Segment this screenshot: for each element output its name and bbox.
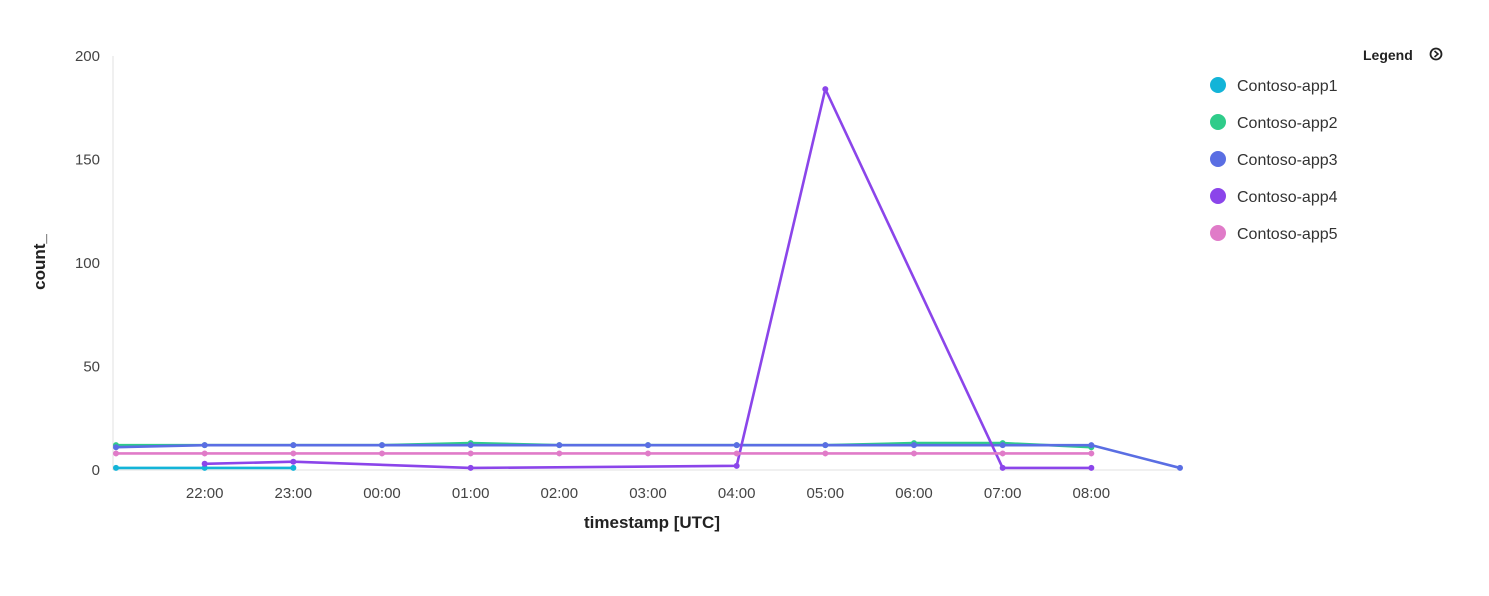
series-layer [113, 86, 1183, 471]
data-point[interactable] [556, 450, 563, 457]
data-point[interactable] [467, 442, 474, 449]
x-tick-label: 06:00 [895, 485, 933, 502]
legend-label: Contoso-app2 [1237, 115, 1338, 132]
series-line[interactable] [115, 443, 1181, 470]
data-point[interactable] [1088, 442, 1095, 449]
data-point[interactable] [733, 442, 740, 449]
data-point[interactable] [733, 462, 740, 469]
data-point[interactable] [467, 464, 474, 471]
data-point[interactable] [113, 444, 119, 451]
y-tick-label: 150 [75, 152, 100, 169]
data-point[interactable] [290, 450, 297, 457]
data-point[interactable] [911, 450, 917, 457]
legend-item[interactable]: Contoso-app1 [1210, 77, 1338, 95]
x-tick-label: 07:00 [984, 485, 1022, 502]
x-tick-label: 01:00 [452, 485, 490, 502]
legend-item[interactable]: Contoso-app5 [1210, 225, 1338, 243]
legend-swatch [1210, 77, 1226, 93]
legend-label: Contoso-app3 [1237, 152, 1338, 169]
legend-label: Contoso-app1 [1237, 78, 1338, 95]
data-point[interactable] [113, 450, 119, 457]
legend-swatch [1210, 114, 1226, 130]
x-tick-label: 02:00 [541, 485, 579, 502]
x-axis-title: timestamp [UTC] [584, 513, 720, 532]
data-point[interactable] [645, 442, 651, 449]
x-tick-label: 23:00 [275, 485, 313, 502]
x-tick-label: 05:00 [807, 485, 845, 502]
y-tick-labels: 0 50 100 150 200 [75, 48, 100, 479]
data-point[interactable] [467, 450, 474, 457]
legend-item[interactable]: Contoso-app3 [1210, 151, 1338, 169]
data-point[interactable] [556, 442, 563, 449]
data-point[interactable] [822, 442, 829, 449]
legend-items: Contoso-app1 Contoso-app2 Contoso-app3 Cont… [1210, 77, 1338, 243]
data-point[interactable] [1088, 464, 1095, 471]
legend-swatch [1210, 151, 1226, 167]
legend-toggle-icon[interactable] [1429, 47, 1443, 61]
data-point[interactable] [999, 450, 1006, 457]
data-point[interactable] [822, 450, 829, 457]
y-tick-label: 50 [83, 359, 100, 376]
x-tick-label: 08:00 [1073, 485, 1111, 502]
series-3 [113, 442, 1183, 471]
x-tick-label: 03:00 [629, 485, 667, 502]
data-point[interactable] [201, 450, 208, 457]
data-point[interactable] [911, 442, 917, 449]
x-tick-label: 00:00 [363, 485, 401, 502]
legend-item[interactable]: Contoso-app4 [1210, 188, 1338, 206]
legend: Legend Contoso-app1Contoso-app2Contoso-a… [1210, 47, 1443, 243]
data-point[interactable] [201, 464, 208, 471]
data-point[interactable] [290, 458, 297, 465]
data-point[interactable] [645, 450, 651, 457]
y-axis-title: count_ [30, 234, 49, 290]
data-point[interactable] [113, 464, 119, 471]
y-tick-label: 0 [92, 462, 100, 479]
data-point[interactable] [379, 442, 385, 449]
legend-item[interactable]: Contoso-app2 [1210, 114, 1338, 132]
x-tick-label: 22:00 [186, 485, 224, 502]
legend-swatch [1210, 225, 1226, 241]
x-tick-labels: 22:00 23:00 00:00 01:00 02:00 03:00 04:00 05:00… [186, 485, 1110, 502]
data-point[interactable] [201, 442, 208, 449]
data-point[interactable] [1177, 464, 1183, 471]
series-line[interactable] [204, 87, 1092, 470]
legend-label: Contoso-app4 [1237, 189, 1338, 206]
data-point[interactable] [999, 442, 1006, 449]
data-point[interactable] [290, 442, 297, 449]
data-point[interactable] [379, 450, 385, 457]
data-point[interactable] [290, 464, 297, 471]
y-tick-label: 100 [75, 255, 100, 272]
series-4 [201, 86, 1095, 471]
y-tick-label: 200 [75, 48, 100, 65]
data-point[interactable] [733, 450, 740, 457]
series-1 [113, 464, 297, 471]
data-point[interactable] [822, 86, 829, 93]
data-point[interactable] [1088, 450, 1095, 457]
series-5 [113, 450, 1095, 457]
data-point[interactable] [999, 464, 1006, 471]
legend-label: Contoso-app5 [1237, 226, 1338, 243]
data-point[interactable] [201, 460, 208, 467]
legend-swatch [1210, 188, 1226, 204]
x-tick-label: 04:00 [718, 485, 756, 502]
legend-title: Legend [1363, 47, 1413, 63]
